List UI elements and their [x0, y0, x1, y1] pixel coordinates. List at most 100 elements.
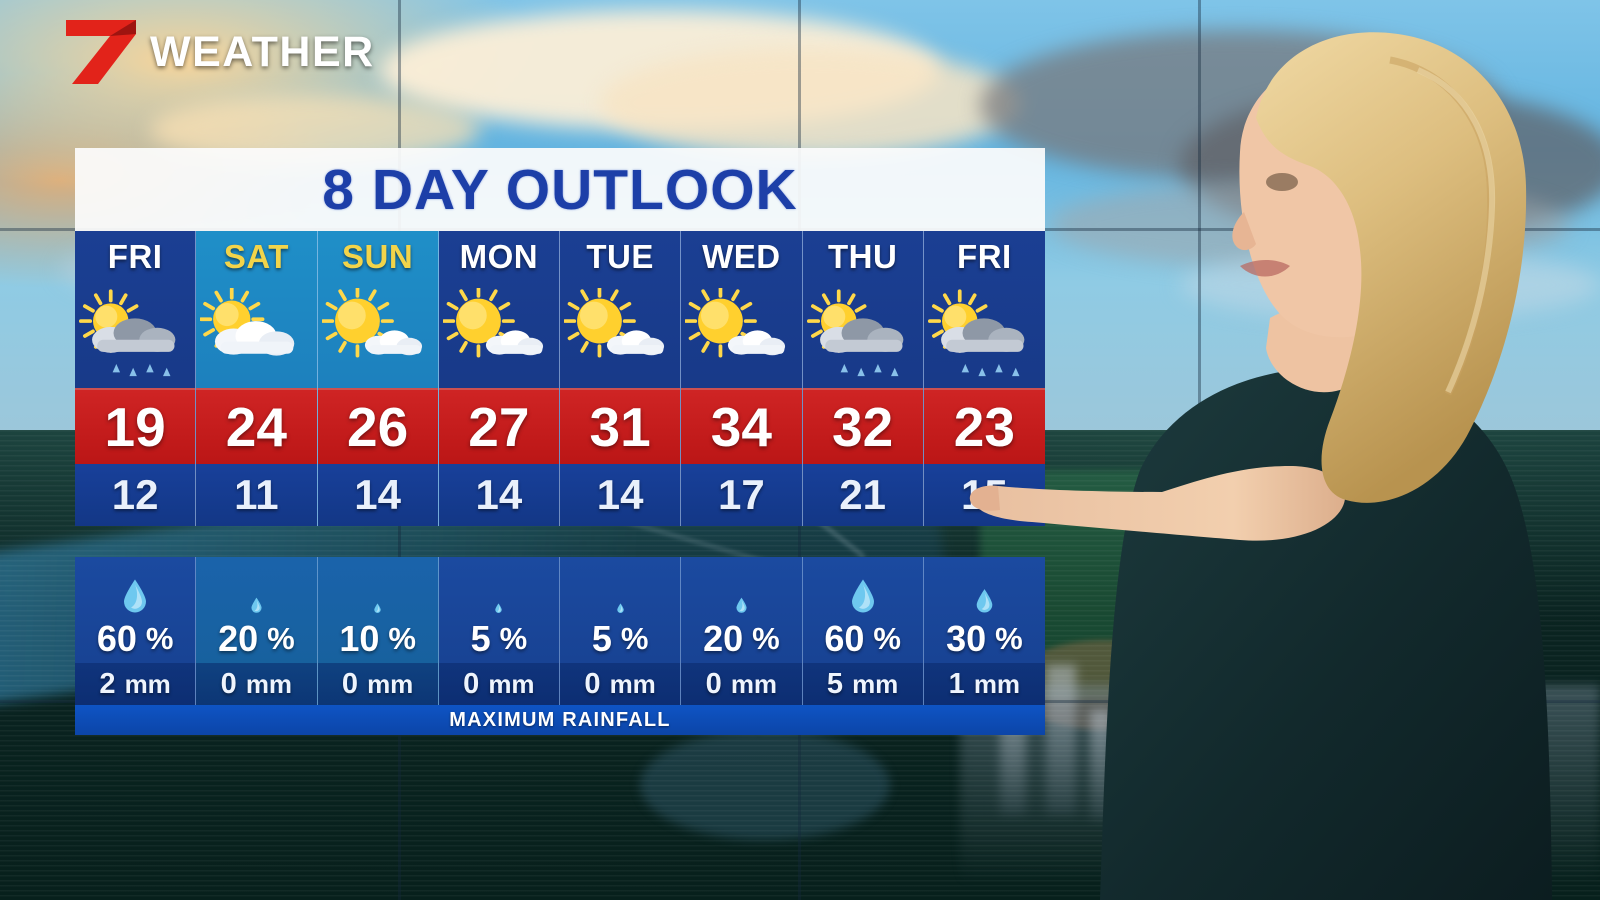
forecast-column-sun-2[interactable]: SUN 26 14 [317, 231, 439, 526]
mm-unit: mm [730, 668, 778, 699]
forecast-column-sat-1[interactable]: SAT 24 11 [196, 231, 318, 526]
mm-unit: mm [852, 668, 899, 699]
min-temp-cell: 14 [438, 464, 559, 526]
rain-chance-value: 20 [218, 618, 259, 659]
min-temp-cell: 21 [802, 464, 923, 526]
sun-small-cloud-icon [560, 283, 680, 388]
rain-amount-value: 0 [220, 667, 237, 700]
percent-unit: % [752, 621, 780, 656]
min-temp-value: 14 [596, 471, 644, 518]
rain-drop-icon [374, 603, 381, 613]
rain-amount-cell: 0 mm [560, 663, 681, 705]
rain-amount-value: 0 [705, 667, 722, 700]
rain-drop-cell [924, 557, 1045, 615]
rain-chance-value: 5 [470, 618, 491, 659]
mm-unit: mm [367, 668, 414, 699]
seven-weather-logo: WEATHER [62, 18, 375, 86]
rain-column-sun-2[interactable]: 10 % 0 mm [317, 557, 439, 705]
rain-amount-cell: 2 mm [75, 663, 196, 705]
rain-chance-cell: 20 % [681, 615, 801, 663]
rain-chance-value: 10 [339, 618, 380, 659]
rain-column-tue-4[interactable]: 5 % 0 mm [560, 557, 682, 705]
mm-unit: mm [124, 668, 171, 699]
max-temp-cell: 34 [681, 388, 802, 464]
rain-amount-cell: 5 mm [802, 663, 923, 705]
rain-amount-value: 5 [826, 667, 844, 700]
rain-column-sat-1[interactable]: 20 % 0 mm [196, 557, 318, 705]
day-label: MON [459, 238, 539, 275]
day-label: THU [827, 238, 898, 275]
weather-wordmark: WEATHER [150, 27, 375, 76]
rain-drop-cell [318, 557, 438, 615]
mm-unit: mm [245, 668, 293, 699]
rain-chance-value: 30 [946, 618, 987, 659]
rain-drop-cell [75, 557, 195, 615]
percent-unit: % [620, 621, 649, 656]
max-temp-value: 31 [589, 396, 651, 458]
day-label: FRI [107, 238, 163, 275]
rain-column-thu-6[interactable]: 60 % 5 mm [802, 557, 924, 705]
percent-unit: % [267, 621, 295, 656]
forecast-column-fri-7[interactable]: FRI 23 15 [923, 231, 1045, 526]
rain-chance-cell: 10 % [318, 615, 438, 663]
max-temp-cell: 27 [438, 388, 559, 464]
mm-unit: mm [488, 668, 535, 699]
percent-unit: % [873, 621, 901, 656]
rain-chance-cell: 5 % [439, 615, 559, 663]
forecast-column-mon-3[interactable]: MON 27 14 [438, 231, 560, 526]
max-temp-value: 34 [710, 396, 772, 458]
rain-amount-cell: 0 mm [438, 663, 559, 705]
rain-chance-value: 60 [96, 618, 137, 659]
day-label: WED [702, 238, 781, 275]
min-temp-value: 11 [234, 471, 279, 518]
sun-behind-rain-cloud-icon [75, 283, 195, 388]
outlook-title-bar: 8 DAY OUTLOOK [75, 148, 1045, 231]
forecast-column-thu-6[interactable]: THU 32 21 [802, 231, 924, 526]
rain-chance-value: 20 [703, 618, 744, 659]
min-temp-cell: 17 [681, 464, 802, 526]
max-temp-cell: 19 [75, 388, 196, 464]
max-temp-value: 23 [953, 396, 1015, 458]
rain-column-fri-7[interactable]: 30 % 1 mm [923, 557, 1045, 705]
rain-amount-cell: 0 mm [317, 663, 438, 705]
rain-column-wed-5[interactable]: 20 % 0 mm [681, 557, 803, 705]
max-temp-cell: 23 [923, 388, 1045, 464]
rain-chance-cell: 20 % [196, 615, 316, 663]
rain-amount-value: 1 [948, 667, 965, 700]
rain-drop-cell [560, 557, 680, 615]
rain-column-fri-0[interactable]: 60 % 2 mm [75, 557, 197, 705]
max-temp-cell: 31 [560, 388, 681, 464]
max-temp-value: 32 [832, 396, 894, 458]
forecast-column-wed-5[interactable]: WED 34 17 [681, 231, 803, 526]
sun-small-cloud-icon [318, 283, 438, 388]
day-label: FRI [957, 238, 1012, 275]
percent-unit: % [388, 621, 416, 656]
forecast-column-tue-4[interactable]: TUE 31 14 [560, 231, 682, 526]
rain-drop-icon [495, 603, 503, 613]
sun-behind-cloud-icon [196, 283, 316, 388]
day-label: SUN [342, 238, 414, 275]
rain-drop-icon [976, 589, 993, 613]
rain-drop-cell [681, 557, 801, 615]
wall-seam [1198, 0, 1201, 900]
rain-drop-cell [196, 557, 316, 615]
day-label: TUE [586, 238, 654, 275]
min-temp-value: 21 [839, 471, 886, 518]
forecast-column-fri-0[interactable]: FRI 19 12 [75, 231, 197, 526]
rain-amount-value: 0 [584, 667, 601, 700]
max-temp-cell: 24 [196, 388, 317, 464]
rain-chance-value: 5 [591, 618, 612, 659]
rain-drop-icon [124, 579, 147, 613]
rain-amount-value: 2 [99, 667, 116, 700]
day-label: SAT [223, 238, 289, 275]
rain-amount-cell: 0 mm [681, 663, 802, 705]
rain-drop-cell [439, 557, 559, 615]
rain-chance-value: 60 [824, 618, 865, 659]
min-temp-value: 15 [961, 471, 1008, 518]
max-temp-cell: 32 [802, 388, 923, 464]
rain-chance-cell: 60 % [75, 615, 195, 663]
min-temp-cell: 15 [923, 464, 1045, 526]
min-temp-value: 14 [354, 471, 401, 518]
rain-column-mon-3[interactable]: 5 % 0 mm [438, 557, 560, 705]
rain-drop-icon [251, 597, 262, 613]
